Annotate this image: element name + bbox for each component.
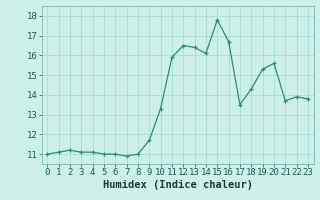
X-axis label: Humidex (Indice chaleur): Humidex (Indice chaleur) bbox=[103, 180, 252, 190]
